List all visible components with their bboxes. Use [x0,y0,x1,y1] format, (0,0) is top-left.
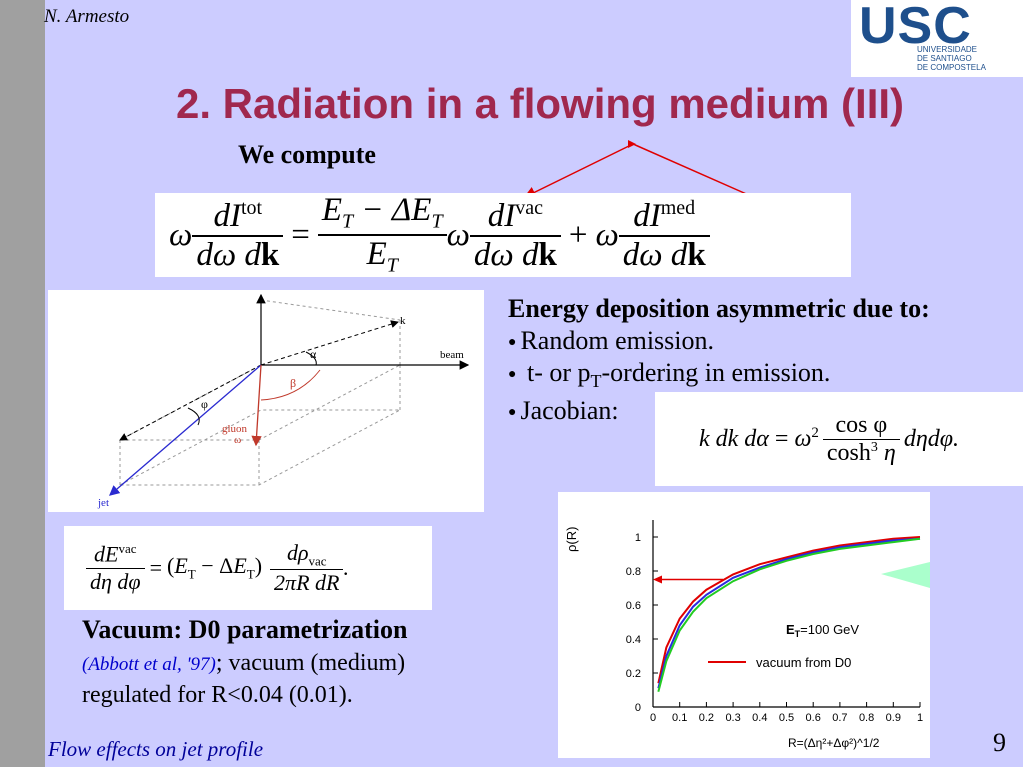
logo-line-3: DE COMPOSTELA [917,63,986,72]
y-tick-label: 1 [635,532,641,544]
label-jet: jet [97,497,109,509]
vacuum-text-2: regulated for R<0.04 (0.01). [82,682,353,708]
vacuum-energy-equation: dEvac dη dφ = (ET − ΔET) dρvac 2πR dR . [64,526,432,610]
x-tick-label: 0.5 [779,712,794,724]
x-tick-label: 0.8 [859,712,874,724]
label-phi: φ [201,397,208,411]
series-line-1 [657,537,921,689]
vacuum-heading: Vacuum: D0 parametrization [82,615,408,644]
et-annotation-prefix: ET=100 GeV [786,622,859,639]
y-tick-label: 0.8 [626,566,641,578]
x-tick-label: 0.2 [699,712,714,724]
energy-deposition-heading: Energy deposition asymmetric due to: [508,294,930,323]
x-tick-label: 1 [917,712,923,724]
omega-symbol: ω [169,216,193,253]
slide-title: 2. Radiation in a flowing medium (III) [175,80,905,127]
y-axis-label: ρ(R) [564,527,579,552]
green-pointer [881,562,930,588]
logo-line-1: UNIVERSIDADE [917,45,978,54]
tot-sup: tot [240,196,263,219]
we-compute-label: We compute [238,140,376,169]
value-arrow-head [653,575,662,584]
vacuum-description: (Abbott et al, '97); vacuum (medium) reg… [82,648,522,710]
x-tick-label: 0 [650,712,656,724]
bullet-item: ● Jacobian: [508,396,619,426]
x-tick-label: 0.4 [752,712,767,724]
label-gluon: gluon [222,423,248,435]
y-tick-label: 0.6 [626,600,641,612]
logo-line-2: DE SANTIAGO [917,54,972,63]
logo-text: USC [859,0,972,55]
lhs-fraction: dItot dω dk [192,196,284,274]
series-line-0 [657,536,921,684]
citation: (Abbott et al, '97) [82,654,216,675]
series-line-2 [657,537,921,692]
author-name: N. Armesto [44,6,130,27]
med-fraction: dImed dω dk [618,196,710,274]
label-omega: ω [234,434,241,446]
usc-logo: USC UNIVERSIDADE DE SANTIAGO DE COMPOSTE… [851,0,1023,77]
label-k: k [400,315,406,327]
rho-chart: 0 0.1 0.2 0.3 0.4 0.5 0.6 0.7 0.8 0.9 1 0 0.2 0.4 0.6 0… [558,492,930,758]
y-tick-label: 0.2 [626,668,641,680]
x-tick-label: 0.7 [832,712,847,724]
legend-label: vacuum from D0 [756,655,851,670]
kinematics-diagram: k beam α β φ gluon ω jet [48,290,484,512]
x-tick-label: 0.3 [725,712,740,724]
y-tick-label: 0 [635,702,641,714]
jet-vector [109,364,262,496]
med-sup: med [660,196,696,219]
left-sidebar-bar [0,0,45,767]
projection-line [119,364,262,441]
vac-fraction: dIvac dω dk [469,196,561,274]
label-alpha: α [310,347,317,361]
gluon-vector [251,364,262,447]
x-tick-label: 0.1 [672,712,687,724]
y-tick-label: 0.4 [626,634,641,646]
label-beam: beam [440,349,464,361]
k-vector [260,320,399,366]
chart-svg: 0 0.1 0.2 0.3 0.4 0.5 0.6 0.7 0.8 0.9 1 0 0.2 0.4 0.6 0… [564,520,930,750]
footer-text: Flow effects on jet profile [48,737,264,761]
main-equation: ω dItot dω dk = ET − ΔET ET ω dIvac dω d… [155,192,851,277]
jacobian-equation: k dk dα = ω2 cos φ cosh3 η dηdφ. [655,392,1023,486]
bullet-item: ● t- or pT-ordering in emission. [508,358,831,392]
vac-sup: vac [515,196,543,219]
bullet-item: ● Random emission. [508,326,715,355]
bullet-list: ● Random emission. ● t- or pT-ordering in… [508,326,830,428]
page-number: 9 [993,728,1006,757]
diagram-svg: k beam α β φ gluon ω jet [97,293,470,509]
logo-subtext: UNIVERSIDADE DE SANTIAGO DE COMPOSTELA [917,45,986,72]
energy-ratio: ET − ΔET ET [317,192,447,277]
label-beta: β [290,376,296,390]
x-axis-label: R=(Δη²+Δφ²)^1/2 [788,736,880,750]
vacuum-text-1: ; vacuum (medium) [215,650,406,676]
x-tick-label: 0.6 [806,712,821,724]
x-tick-label: 0.9 [886,712,901,724]
